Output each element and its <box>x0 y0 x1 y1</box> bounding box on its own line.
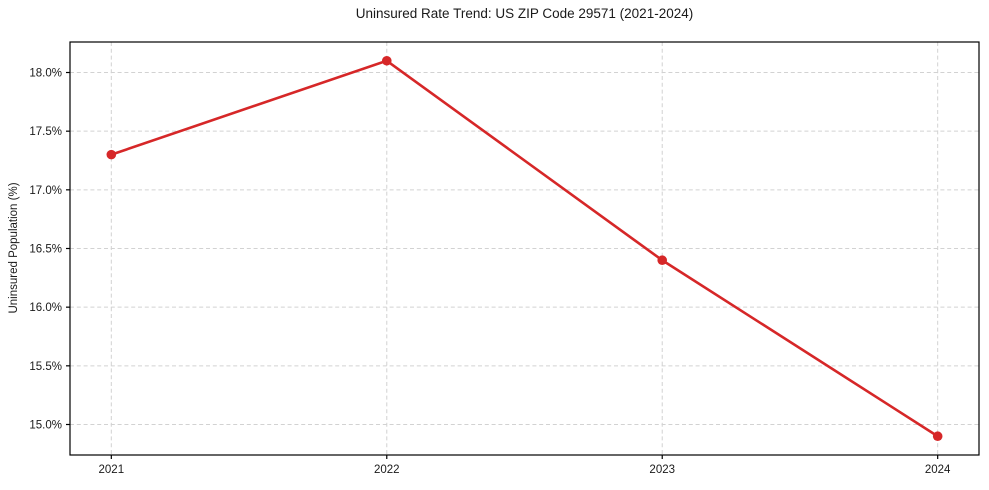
y-tick-label: 16.5% <box>29 244 62 256</box>
y-tick-label: 17.5% <box>29 126 62 138</box>
x-tick-label: 2024 <box>925 464 951 476</box>
y-tick-label: 15.0% <box>29 419 62 431</box>
data-point-marker <box>932 431 943 442</box>
plot-border <box>69 41 980 456</box>
data-point-marker <box>381 55 392 66</box>
trend-line <box>110 59 939 438</box>
x-tick-label: 2021 <box>99 464 125 476</box>
x-tick-label: 2023 <box>649 464 675 476</box>
chart-title: Uninsured Rate Trend: US ZIP Code 29571 … <box>355 6 694 21</box>
x-tick-label: 2022 <box>374 464 400 476</box>
y-tick-label: 17.0% <box>29 185 62 197</box>
y-tick-label: 15.5% <box>29 361 62 373</box>
data-point-marker <box>657 255 668 266</box>
y-tick-label: 18.0% <box>29 68 62 80</box>
data-point-marker <box>106 149 117 160</box>
y-tick-label: 16.0% <box>29 302 62 314</box>
